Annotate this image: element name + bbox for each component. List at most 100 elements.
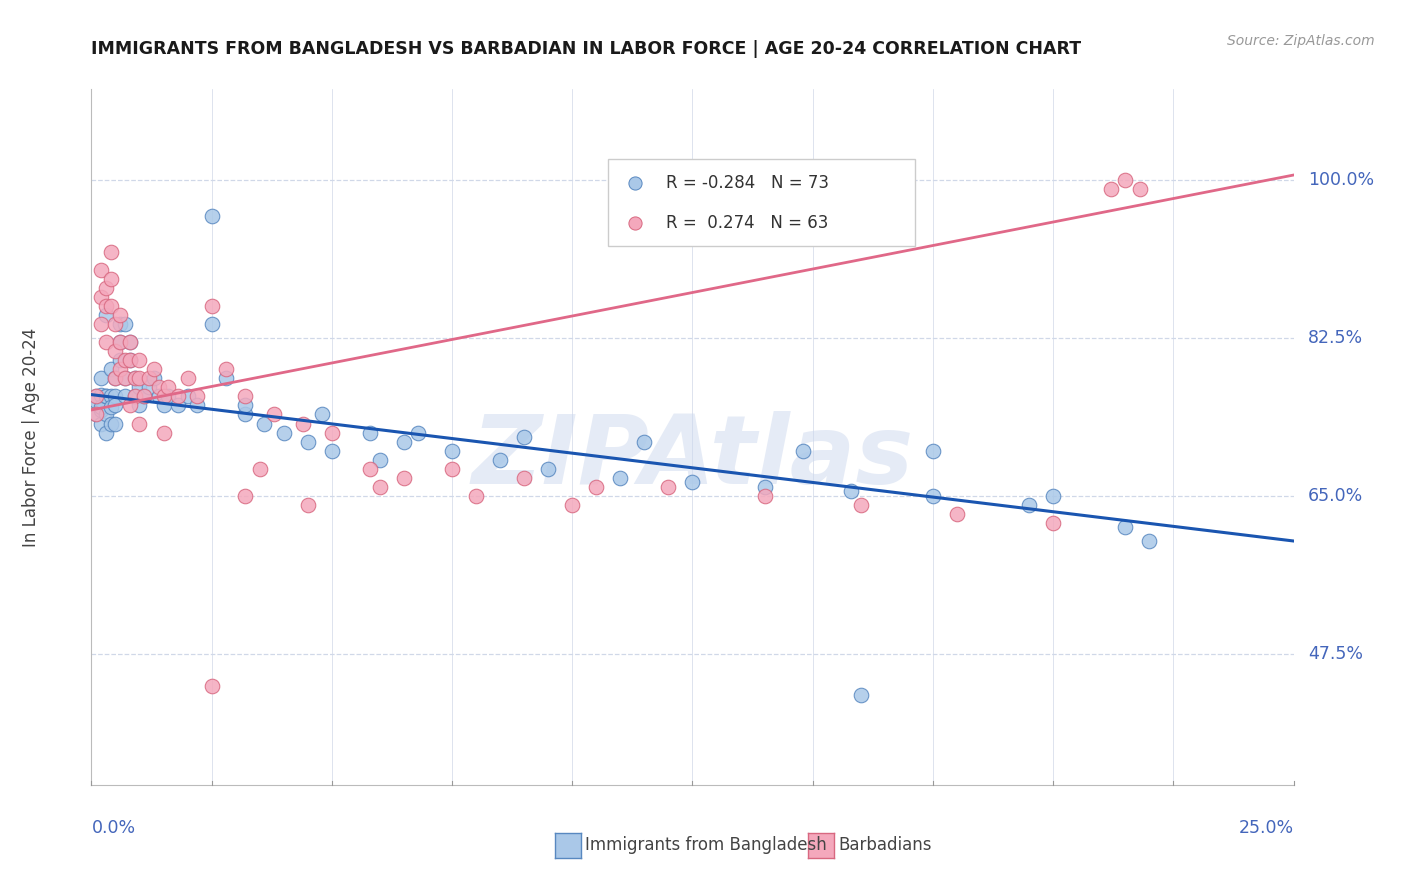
Point — [321, 425, 343, 440]
Point — [946, 507, 969, 521]
Point — [94, 408, 117, 422]
Point — [392, 471, 415, 485]
Point — [1042, 516, 1064, 530]
Point — [110, 317, 132, 331]
Point — [110, 335, 132, 350]
Point — [84, 408, 107, 422]
Point — [297, 434, 319, 449]
Point — [359, 425, 381, 440]
Point — [84, 408, 107, 422]
Point — [465, 489, 488, 503]
Point — [114, 353, 136, 368]
Text: In Labor Force | Age 20-24: In Labor Force | Age 20-24 — [22, 327, 41, 547]
Point — [839, 484, 862, 499]
Point — [792, 443, 814, 458]
Point — [1137, 533, 1160, 548]
Point — [128, 371, 150, 385]
Point — [124, 371, 146, 385]
Text: 25.0%: 25.0% — [1239, 819, 1294, 838]
Point — [359, 461, 381, 475]
Point — [273, 425, 295, 440]
Point — [114, 371, 136, 385]
Point — [408, 425, 430, 440]
Point — [585, 480, 607, 494]
Point — [104, 399, 127, 413]
Point — [104, 317, 127, 331]
Point — [104, 389, 127, 403]
Point — [1042, 489, 1064, 503]
Point — [118, 335, 141, 350]
Point — [100, 272, 122, 286]
Point — [142, 371, 165, 385]
Point — [291, 417, 314, 431]
Point — [1018, 498, 1040, 512]
Point — [368, 480, 391, 494]
Point — [104, 371, 127, 385]
Point — [368, 452, 391, 467]
Point — [90, 401, 112, 415]
Point — [849, 688, 872, 702]
Point — [561, 498, 583, 512]
Point — [90, 371, 112, 385]
Point — [233, 389, 256, 403]
Point — [142, 362, 165, 376]
Text: Source: ZipAtlas.com: Source: ZipAtlas.com — [1227, 34, 1375, 48]
Point — [104, 344, 127, 359]
Point — [201, 679, 224, 693]
Point — [609, 471, 631, 485]
Point — [104, 417, 127, 431]
Point — [176, 371, 198, 385]
Point — [124, 389, 146, 403]
Text: 65.0%: 65.0% — [1308, 487, 1364, 505]
Text: Barbadians: Barbadians — [838, 837, 932, 855]
Point — [128, 380, 150, 394]
Point — [114, 389, 136, 403]
Point — [118, 399, 141, 413]
Point — [157, 380, 180, 394]
Text: ZIPAtlas: ZIPAtlas — [471, 411, 914, 505]
Point — [128, 353, 150, 368]
Point — [263, 408, 285, 422]
Point — [1114, 520, 1136, 534]
Text: 47.5%: 47.5% — [1308, 645, 1362, 663]
Point — [110, 335, 132, 350]
Point — [90, 263, 112, 277]
Point — [84, 389, 107, 403]
Point — [681, 475, 703, 490]
Point — [233, 408, 256, 422]
Point — [152, 399, 174, 413]
Point — [513, 430, 536, 444]
Point — [100, 299, 122, 313]
Point — [94, 389, 117, 403]
Point — [94, 281, 117, 295]
Text: 0.0%: 0.0% — [91, 819, 135, 838]
Point — [201, 299, 224, 313]
Text: 82.5%: 82.5% — [1308, 328, 1362, 347]
Point — [148, 380, 170, 394]
Point — [90, 290, 112, 304]
Point — [253, 417, 276, 431]
Point — [186, 399, 208, 413]
Point — [100, 389, 122, 403]
Point — [90, 387, 112, 401]
Point — [215, 362, 238, 376]
Point — [134, 389, 156, 403]
Point — [100, 417, 122, 431]
Point — [392, 434, 415, 449]
Point — [124, 389, 146, 403]
Point — [84, 389, 107, 403]
Point — [489, 452, 512, 467]
Text: IMMIGRANTS FROM BANGLADESH VS BARBADIAN IN LABOR FORCE | AGE 20-24 CORRELATION C: IMMIGRANTS FROM BANGLADESH VS BARBADIAN … — [91, 40, 1081, 58]
Point — [114, 371, 136, 385]
Point — [201, 209, 224, 223]
Point — [128, 399, 150, 413]
Point — [157, 389, 180, 403]
Point — [1114, 172, 1136, 186]
Point — [922, 489, 945, 503]
Point — [118, 335, 141, 350]
Point — [657, 480, 679, 494]
Point — [215, 371, 238, 385]
Point — [513, 471, 536, 485]
Point — [148, 389, 170, 403]
Point — [110, 362, 132, 376]
